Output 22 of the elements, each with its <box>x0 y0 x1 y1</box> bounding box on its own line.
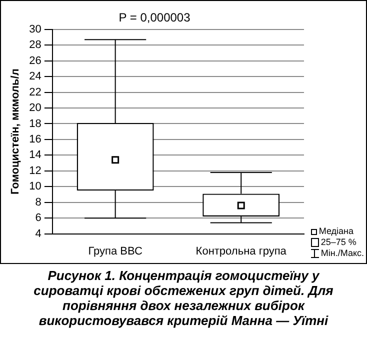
y-tick-label: 18 <box>29 118 42 130</box>
y-axis-title: Гомоцистеїн, мкмоль/л <box>10 68 22 195</box>
y-tick-label: 22 <box>29 86 42 98</box>
y-tick-label: 14 <box>29 149 42 162</box>
x-tick-label: Група ВВС <box>88 245 142 258</box>
chart-title: P = 0,000003 <box>118 10 191 25</box>
y-tick-label: 28 <box>29 39 42 52</box>
y-tick-label: 8 <box>35 196 42 208</box>
y-tick-label: 20 <box>29 102 42 114</box>
y-tick-label: 30 <box>29 23 42 36</box>
y-tick-label: 4 <box>35 228 42 240</box>
x-tick-label: Контрольна група <box>196 245 288 258</box>
y-tick-label: 24 <box>29 70 42 83</box>
y-tick-label: 26 <box>29 54 42 67</box>
text: Рисунок 1. Концентрація гомоцистеїну у сироватці крові обстежених груп дітей. Для порівняння двох незалежних вибірок використовувався критерій Манна — Уїтні <box>32 267 334 328</box>
y-tick-label: 6 <box>35 212 42 224</box>
text: 25–75 % <box>320 237 356 248</box>
text: Мін./Макс. <box>320 248 364 259</box>
y-tick-label: 10 <box>29 180 42 193</box>
y-tick-label: 16 <box>29 133 42 146</box>
text: Медіана <box>318 226 354 237</box>
y-tick-label: 12 <box>29 164 42 177</box>
